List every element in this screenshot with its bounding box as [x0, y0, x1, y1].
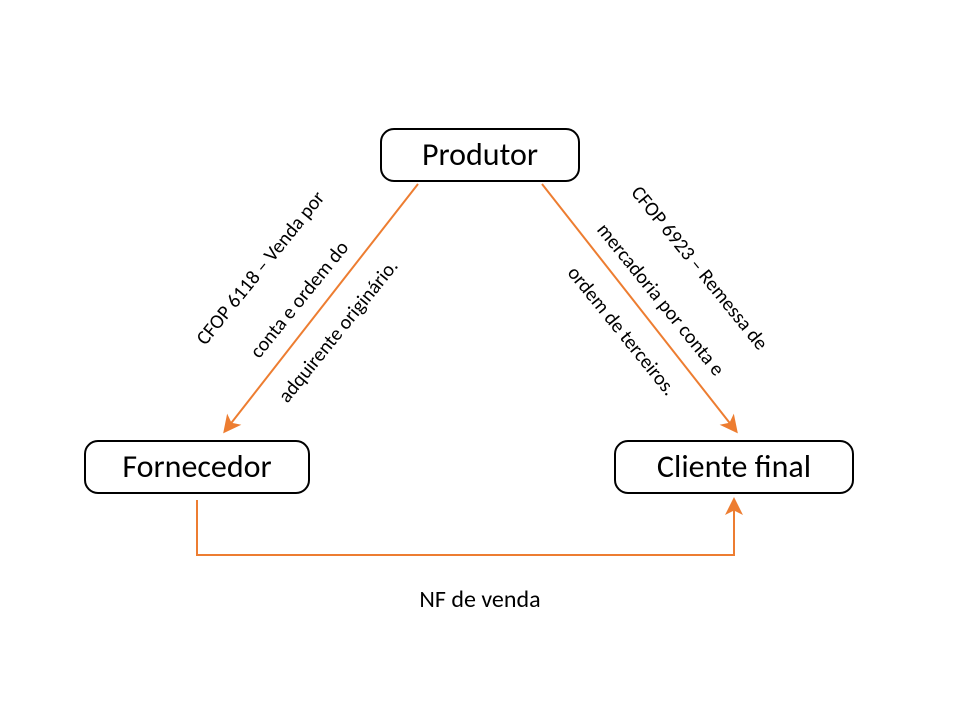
edge-label-forn-cli-text: NF de venda — [419, 585, 540, 614]
node-produtor: Produtor — [380, 128, 580, 182]
diagram-canvas: Produtor Fornecedor Cliente final CFOP 6… — [0, 0, 960, 720]
edge-label-prod-forn: CFOP 6118 – Venda por conta e ordem do a… — [144, 136, 456, 464]
node-cliente: Cliente final — [614, 440, 854, 494]
edge-label-forn-cli: NF de venda — [419, 585, 540, 614]
edge-fornecedor-cliente — [197, 500, 734, 555]
node-produtor-label: Produtor — [422, 135, 538, 174]
node-fornecedor-label: Fornecedor — [122, 447, 271, 486]
